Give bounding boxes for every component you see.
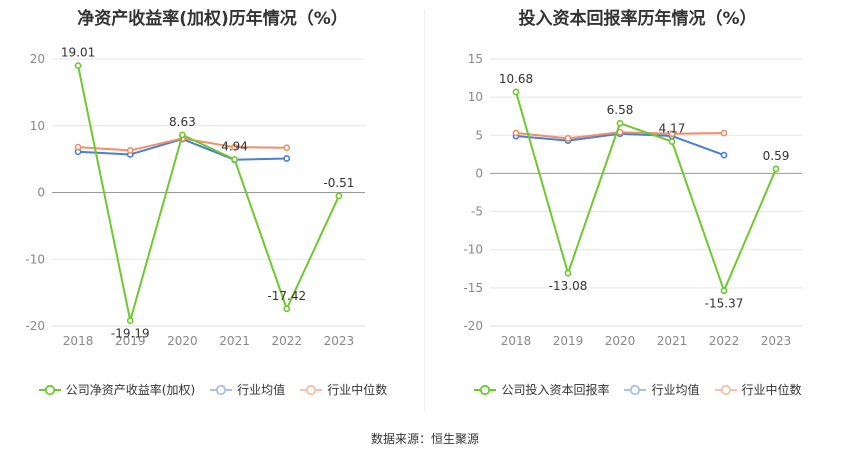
data-point (564, 269, 572, 277)
legend-label: 行业均值 (237, 383, 286, 397)
x-tick-label: 2018 (63, 334, 94, 348)
legend-line-circle-icon (300, 384, 323, 395)
x-tick-label: 2023 (761, 334, 792, 348)
data-point (335, 192, 343, 200)
data-point (616, 119, 624, 127)
data-point (564, 134, 572, 142)
data-label: 8.63 (169, 115, 196, 129)
legend-item[interactable]: 行业均值 (209, 381, 285, 398)
data-label: -19.19 (111, 327, 150, 341)
legend-line-circle-icon (474, 384, 497, 395)
y-tick-label: 0 (475, 166, 483, 180)
y-tick-label: 10 (30, 119, 45, 133)
legend-marker (720, 384, 731, 395)
y-tick-label: 5 (475, 128, 483, 142)
x-tick-label: 2023 (324, 334, 355, 348)
data-label: 10.68 (499, 72, 533, 86)
roe-chart-panel: 净资产收益率(加权)历年情况（%） 20 10 0 -10 -20 2018 2019 202… (0, 0, 425, 420)
data-point (668, 130, 676, 138)
panel-divider (424, 10, 425, 410)
legend-line-circle-icon (38, 384, 61, 395)
data-point (668, 138, 676, 146)
legend-marker (306, 384, 317, 395)
data-label: 6.58 (607, 103, 634, 117)
x-tick-label: 2021 (657, 334, 688, 348)
y-tick-label: 15 (468, 52, 483, 66)
y-tick-label: -20 (25, 319, 45, 333)
legend-line-circle-icon (210, 384, 233, 395)
legend-label: 行业均值 (651, 383, 700, 397)
y-tick-label: 0 (37, 186, 45, 200)
x-tick-label: 2020 (605, 334, 636, 348)
legend-label: 公司投入资本回报率 (501, 383, 610, 397)
legend-item[interactable]: 行业均值 (623, 381, 700, 398)
data-source-footer: 数据来源：恒生聚源 (370, 432, 479, 446)
roe-chart-legend: 公司净资产收益率(加权) 行业均值 行业中位数 (0, 381, 425, 398)
y-tick-label: -10 (463, 243, 483, 257)
roic-chart-panel: 投入资本回报率历年情况（%） 15 10 5 0 -5 -10 -15 -20 2018 2019… (425, 0, 850, 420)
legend-item[interactable]: 公司投入资本回报率 (473, 381, 609, 398)
legend-label: 公司净资产收益率(加权) (65, 383, 196, 397)
x-tick-label: 2018 (501, 334, 532, 348)
data-label: 4.94 (221, 140, 248, 154)
data-label: -13.08 (549, 279, 588, 293)
legend-marker (44, 384, 55, 395)
legend-item[interactable]: 公司净资产收益率(加权) (38, 381, 195, 398)
roe-chart: 20 10 0 -10 -20 2018 2019 2020 2021 2022 2023 19.01… (25, 46, 365, 348)
legend-line-circle-icon (714, 384, 737, 395)
data-point (720, 151, 728, 159)
legend-item[interactable]: 行业中位数 (299, 381, 387, 398)
data-point (74, 143, 82, 151)
y-tick-label: -20 (463, 319, 483, 333)
data-point (283, 155, 291, 162)
data-point (283, 144, 291, 152)
data-label: -17.42 (267, 289, 306, 303)
roic-chart-title: 投入资本回报率历年情况（%） (518, 9, 757, 29)
legend-marker (216, 384, 227, 395)
data-point (720, 287, 728, 295)
legend-item[interactable]: 行业中位数 (714, 381, 802, 398)
x-tick-label: 2019 (553, 334, 584, 348)
data-point (126, 147, 134, 154)
roe-chart-title: 净资产收益率(加权)历年情况（%） (77, 9, 348, 29)
y-tick-label: 20 (30, 52, 45, 66)
legend-marker (630, 384, 641, 395)
data-label: 4.17 (659, 122, 686, 136)
data-label: -0.51 (323, 176, 354, 190)
series-line (515, 91, 777, 292)
x-tick-label: 2022 (271, 334, 302, 348)
data-point (126, 317, 134, 324)
legend-label: 行业中位数 (741, 383, 802, 397)
y-tick-label: 10 (468, 90, 483, 104)
data-point (179, 131, 186, 139)
y-tick-label: -5 (471, 205, 483, 219)
data-point (74, 62, 82, 70)
data-point (231, 143, 238, 151)
series-line (77, 65, 340, 322)
data-label: -15.37 (705, 297, 744, 311)
data-label: 0.59 (763, 149, 790, 163)
data-label: 19.01 (61, 46, 95, 60)
legend-label: 行业中位数 (327, 383, 388, 397)
data-point (512, 88, 520, 96)
y-tick-label: -15 (463, 281, 483, 295)
data-point (231, 156, 238, 163)
roic-chart: 15 10 5 0 -5 -10 -15 -20 2018 2019 2020 2021 2022 202… (463, 52, 802, 348)
x-tick-label: 2020 (167, 334, 198, 348)
x-tick-label: 2019 (115, 334, 146, 348)
data-point (283, 305, 291, 313)
x-tick-label: 2021 (219, 334, 250, 348)
roic-chart-legend: 公司投入资本回报率 行业均值 行业中位数 (425, 381, 850, 398)
x-tick-label: 2022 (709, 334, 740, 348)
legend-line-circle-icon (624, 384, 647, 395)
legend-marker (480, 384, 491, 395)
data-point (772, 165, 780, 173)
data-point (512, 129, 520, 137)
data-point (720, 129, 728, 137)
y-tick-label: -10 (25, 252, 45, 266)
